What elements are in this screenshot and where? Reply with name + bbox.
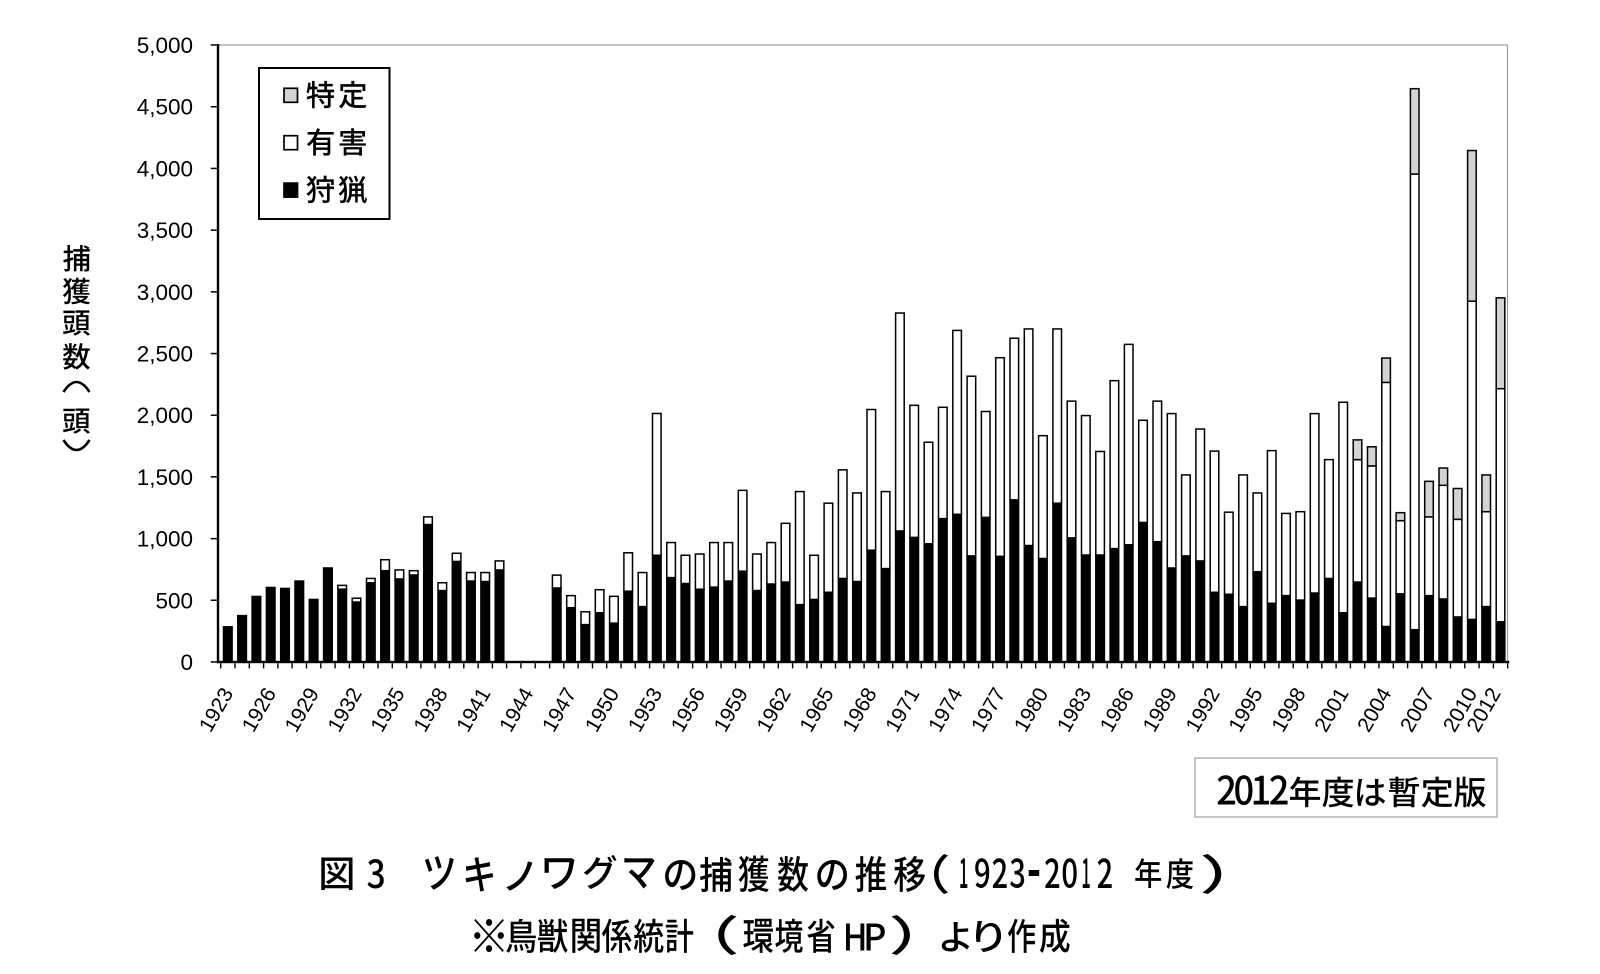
svg-text:2,500: 2,500 — [137, 342, 193, 367]
svg-text:500: 500 — [155, 588, 193, 613]
svg-text:1,500: 1,500 — [137, 465, 193, 490]
svg-text:0: 0 — [180, 650, 193, 675]
svg-text:4,500: 4,500 — [137, 95, 193, 120]
svg-text:1,000: 1,000 — [137, 527, 193, 552]
svg-text:4,000: 4,000 — [137, 156, 193, 181]
svg-text:5,000: 5,000 — [137, 33, 193, 58]
svg-text:3,000: 3,000 — [137, 280, 193, 305]
svg-text:2,000: 2,000 — [137, 403, 193, 428]
svg-text:3,500: 3,500 — [137, 218, 193, 243]
